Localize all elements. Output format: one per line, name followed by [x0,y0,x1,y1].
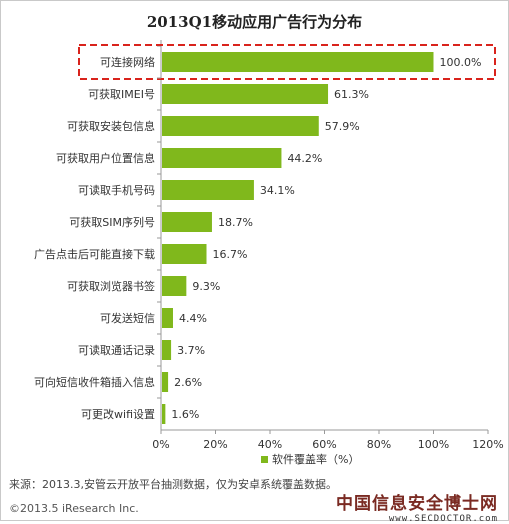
value-label: 34.1% [260,184,295,197]
category-label: 可获取用户位置信息 [56,151,155,165]
category-label: 广告点击后可能直接下载 [34,247,155,261]
x-tick-label: 0% [152,438,169,451]
watermark: 中国信息安全博士网 www.SECDOCTOR.com [336,489,498,524]
bar [162,84,329,104]
source-note: 来源：2013.3,安管云开放平台抽测数据，仅为安卓系统覆盖数据。 [9,478,337,491]
value-label: 100.0% [440,56,482,69]
legend: 软件覆盖率（%） [261,451,359,467]
category-label: 可获取安装包信息 [67,119,155,133]
value-label: 44.2% [287,152,322,165]
bar [162,148,282,168]
bar [162,244,207,264]
category-label: 可连接网络 [100,55,155,69]
x-tick-label: 120% [472,438,503,451]
bar [162,212,212,232]
category-label: 可读取通话记录 [78,343,155,357]
category-label: 可获取SIM序列号 [69,215,155,229]
value-label: 1.6% [171,408,199,421]
x-tick-label: 40% [258,438,282,451]
category-label: 可发送短信 [100,311,155,325]
chart-title: 2013Q1移动应用广告行为分布 [146,13,363,31]
legend-swatch [261,455,268,463]
x-tick-label: 20% [203,438,227,451]
category-label: 可获取IMEI号 [88,88,155,101]
value-label: 3.7% [177,344,205,357]
value-label: 16.7% [213,248,248,261]
bar [162,404,166,424]
bar [162,276,187,296]
category-label: 可向短信收件箱插入信息 [34,375,155,389]
bar [162,116,319,136]
category-label: 可更改wifi设置 [81,407,155,421]
x-tick-label: 100% [418,438,449,451]
value-label: 61.3% [334,88,369,101]
category-label: 可获取浏览器书签 [67,279,155,293]
category-label: 可读取手机号码 [78,183,155,197]
bar-chart: 0% 20% 40% 60% 80% 100% 120% 可连接网络 100.0% 可获取IMEI… [34,40,504,451]
x-tick-label: 60% [312,438,336,451]
watermark-cn: 中国信息安全博士网 [336,494,498,514]
watermark-en: www.SECDOCTOR.com [388,514,498,524]
x-tick-label: 80% [367,438,391,451]
value-label: 4.4% [179,312,207,325]
value-label: 18.7% [218,216,253,229]
value-label: 57.9% [325,120,360,133]
highlight-box [78,44,496,80]
legend-label: 软件覆盖率（%） [272,453,360,466]
copyright-note: ©2013.5 iResearch Inc. [9,502,139,515]
bar [162,372,169,392]
bar [162,52,434,72]
value-label: 2.6% [174,376,202,389]
bar [162,340,172,360]
bar [162,180,254,200]
value-label: 9.3% [192,280,220,293]
bar [162,308,173,328]
